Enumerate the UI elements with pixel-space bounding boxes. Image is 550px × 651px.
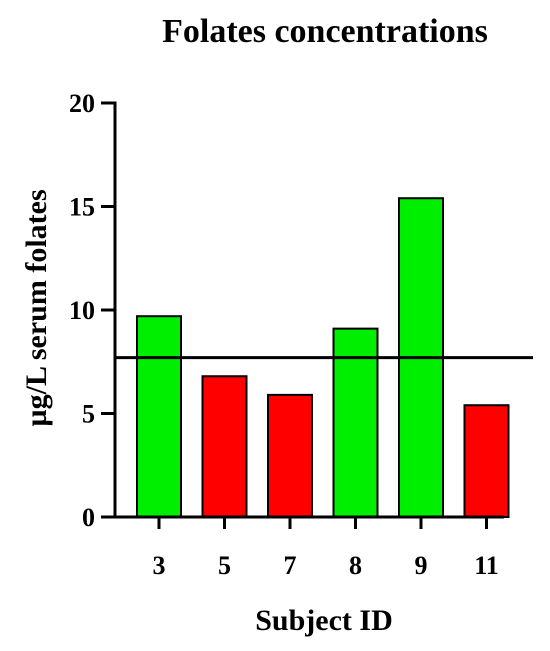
y-tick-label: 15 (69, 193, 95, 222)
x-tick-label: 8 (349, 551, 362, 580)
bar-subject-5 (201, 375, 248, 518)
x-tick-label: 3 (153, 551, 166, 580)
bar-subject-7 (267, 393, 313, 518)
y-tick-label: 0 (82, 503, 95, 532)
y-tick-label: 5 (82, 400, 95, 429)
x-tick-label: 11 (474, 551, 499, 580)
y-tick-label: 10 (69, 296, 95, 325)
chart-title: Folates concentrations (162, 13, 488, 50)
x-tick-label: 9 (415, 551, 428, 580)
x-axis-title: Subject ID (255, 604, 393, 637)
y-axis-ticks: 0 5 10 15 20 (69, 89, 115, 532)
y-tick-label: 20 (69, 89, 95, 118)
x-tick-label: 7 (284, 551, 297, 580)
bar-subject-8 (332, 327, 379, 518)
x-tick-label: 5 (218, 551, 231, 580)
x-axis-ticks: 3 5 7 8 9 11 (153, 517, 499, 580)
bar-subject-11 (463, 404, 510, 518)
axes (113, 101, 504, 519)
y-axis-title: µg/L serum folates (20, 189, 53, 426)
bar-subject-3 (136, 315, 182, 518)
